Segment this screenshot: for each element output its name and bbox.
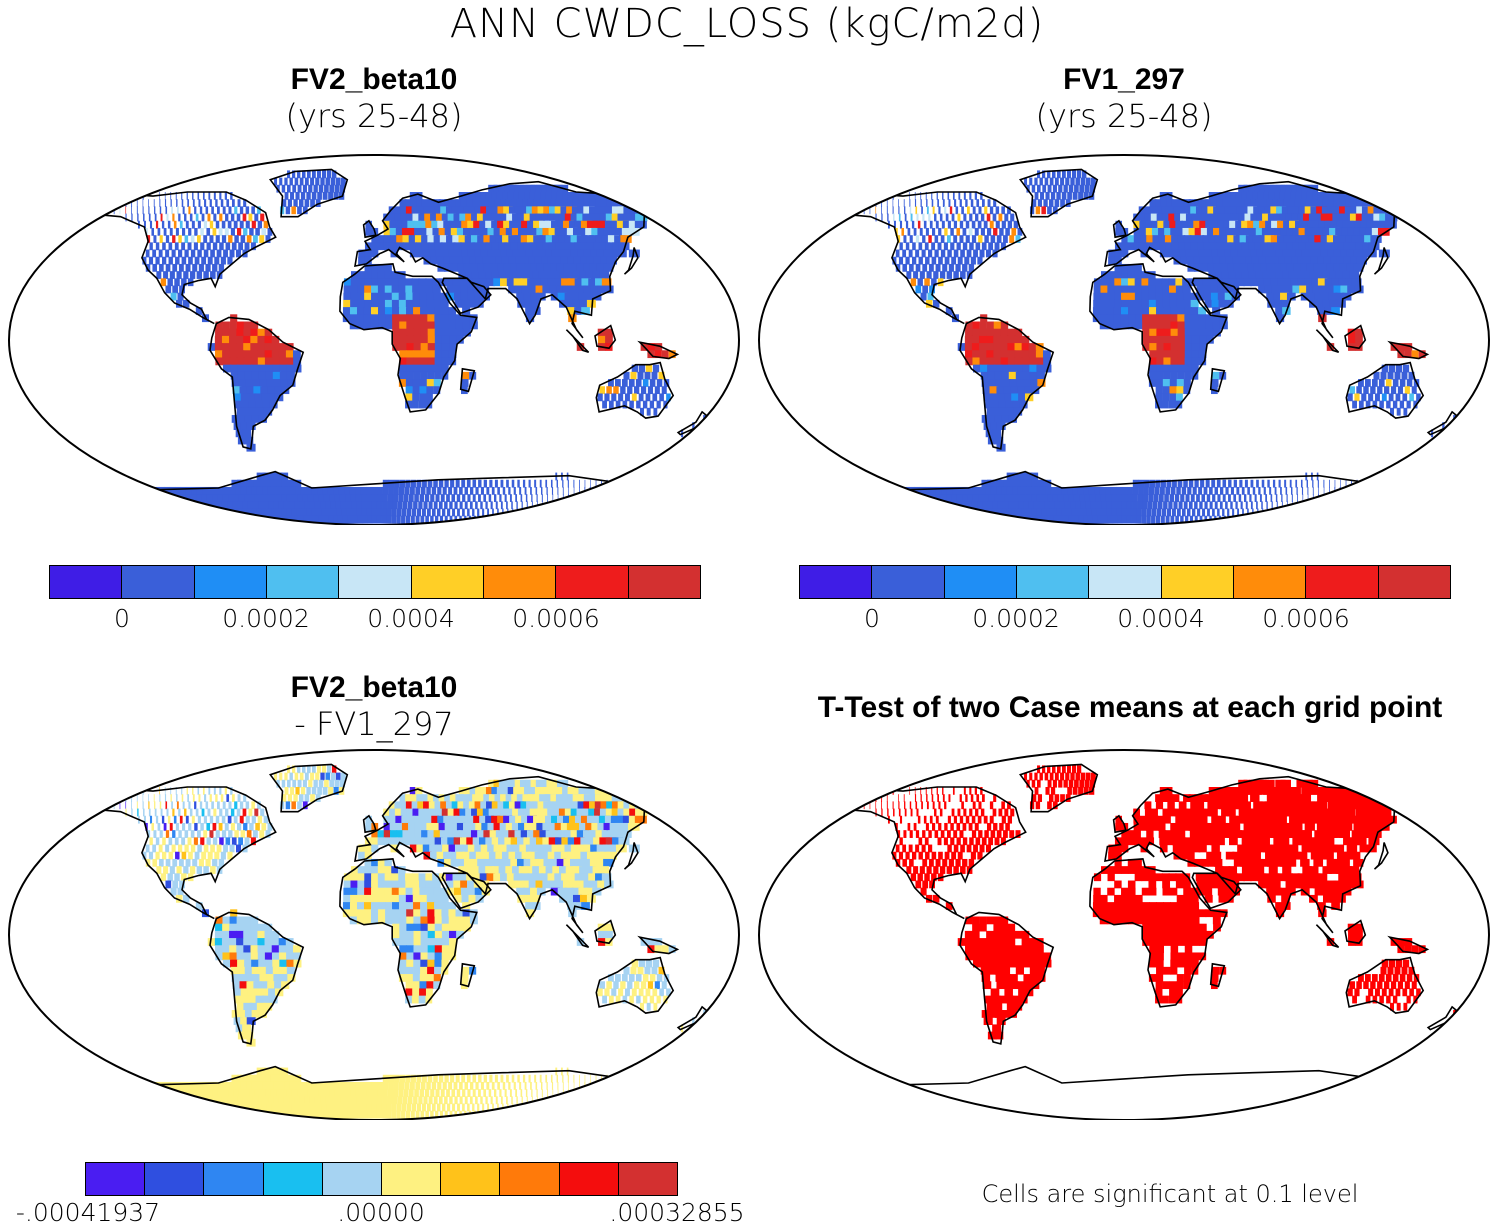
colorbar-swatch <box>339 566 411 598</box>
colorbar-swatch <box>560 1163 619 1195</box>
colorbar-swatch <box>1306 566 1378 598</box>
tick-label: 0.0004 <box>367 604 454 634</box>
panel-title-bottom-left: FV2_beta10 - FV1_297 <box>124 670 624 742</box>
tick-label: 0 <box>114 604 130 634</box>
colorbar-bottom-left <box>85 1162 678 1196</box>
colorbar-swatch <box>872 566 944 598</box>
colorbar-top-left <box>49 565 701 599</box>
colorbar-swatch <box>122 566 194 598</box>
map-panel-top-left <box>0 150 748 525</box>
significance-note: Cells are significant at 0.1 level <box>870 1180 1470 1208</box>
colorbar-swatch <box>800 566 872 598</box>
map-panel-bottom-right <box>750 745 1494 1120</box>
colorbar-swatch <box>1162 566 1234 598</box>
panel-title-top-left: FV2_beta10 (yrs 25-48) <box>124 62 624 134</box>
panel-br-title: T-Test of two Case means at each grid po… <box>760 690 1494 726</box>
colorbar-swatch <box>412 566 484 598</box>
colorbar-top-right <box>799 565 1451 599</box>
map-panel-top-right <box>750 150 1494 525</box>
tick-label: .00032855 <box>609 1198 744 1228</box>
colorbar-swatch <box>619 1163 677 1195</box>
colorbar-swatch <box>145 1163 204 1195</box>
colorbar-swatch <box>323 1163 382 1195</box>
colorbar-swatch <box>945 566 1017 598</box>
coastline-antarctica <box>830 1067 1409 1120</box>
colorbar-swatch <box>1379 566 1450 598</box>
land-cells <box>79 170 706 523</box>
panel-bl-diff: - FV1_297 <box>124 706 624 742</box>
colorbar-swatch <box>1089 566 1161 598</box>
panel-tr-case-name: FV1_297 <box>874 62 1374 98</box>
colorbar-swatch <box>556 566 628 598</box>
colorbar-swatch <box>204 1163 263 1195</box>
colorbar-swatch <box>264 1163 323 1195</box>
colorbar-swatch <box>484 566 556 598</box>
panel-title-bottom-right: T-Test of two Case means at each grid po… <box>760 690 1494 726</box>
panel-tr-years: (yrs 25-48) <box>874 98 1374 134</box>
colorbar-swatch <box>86 1163 145 1195</box>
panel-title-top-right: FV1_297 (yrs 25-48) <box>874 62 1374 134</box>
tick-label: 0.0002 <box>222 604 309 634</box>
map-panel-bottom-left <box>0 745 748 1120</box>
colorbar-swatch <box>500 1163 559 1195</box>
figure-title: ANN CWDC_LOSS (kgC/m2d) <box>0 0 1494 48</box>
tick-label: 0.0006 <box>512 604 599 634</box>
panel-tl-case-name: FV2_beta10 <box>124 62 624 98</box>
colorbar-swatch <box>629 566 700 598</box>
land-cells <box>829 170 1456 523</box>
colorbar-swatch <box>1234 566 1306 598</box>
land-cells <box>852 765 1456 1039</box>
colorbar-swatch <box>382 1163 441 1195</box>
tick-label: 0.0002 <box>972 604 1059 634</box>
colorbar-swatch <box>50 566 122 598</box>
colorbar-swatch <box>441 1163 500 1195</box>
colorbar-swatch <box>195 566 267 598</box>
colorbar-swatch <box>1017 566 1089 598</box>
panel-tl-years: (yrs 25-48) <box>124 98 624 134</box>
tick-label: 0.0004 <box>1117 604 1204 634</box>
land-cells <box>79 765 706 1118</box>
tick-label: 0 <box>864 604 880 634</box>
tick-label: -.00041937 <box>16 1198 160 1228</box>
colorbar-swatch <box>267 566 339 598</box>
tick-label: .00000 <box>337 1198 424 1228</box>
tick-label: 0.0006 <box>1262 604 1349 634</box>
panel-bl-case-name: FV2_beta10 <box>124 670 624 706</box>
